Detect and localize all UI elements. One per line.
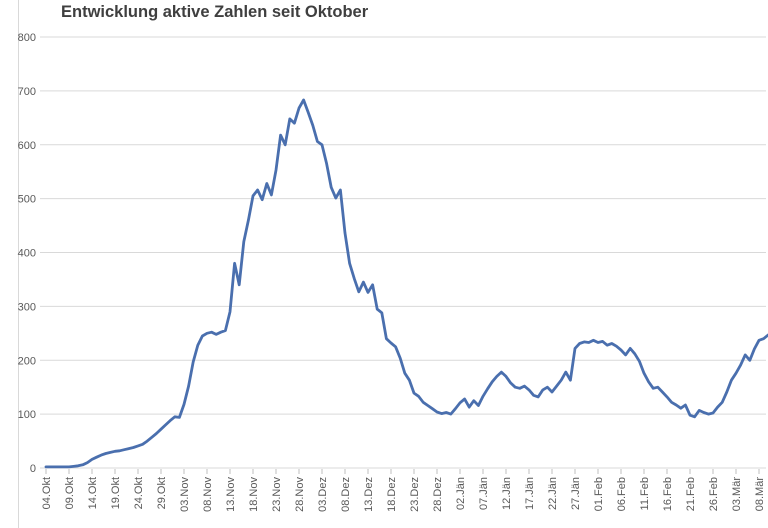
data-line-active-numbers [44,98,768,469]
x-tick-label: 29.Okt [156,477,168,509]
x-tick-label: 12.Jän [501,477,513,510]
x-tick-label: 23.Dez [409,477,421,512]
x-tick-label: 22.Jän [547,477,559,510]
x-tick-label: 02.Jän [455,477,467,510]
x-tick-label: 08.Mär [754,477,766,512]
x-tick-label: 03.Mär [731,477,743,512]
y-tick-label: 100 [18,409,36,421]
x-axis-ticks [45,469,760,474]
x-tick-label: 24.Okt [133,477,145,509]
x-tick-label: 28.Dez [432,477,444,512]
y-axis-labels: 0 100 200 300 400 500 600 700 800 [18,32,36,475]
x-tick-label: 03.Dez [317,477,329,512]
x-axis-labels: 04.Okt 09.Okt 14.Okt 19.Okt 24.Okt 29.Okt 03.N… [41,477,766,512]
x-tick-label: 08.Dez [340,477,352,512]
x-tick-label: 01.Feb [593,477,605,511]
x-tick-label: 18.Dez [386,477,398,512]
y-tick-label: 500 [18,194,36,206]
x-tick-label: 17.Jän [524,477,536,510]
x-tick-label: 21.Feb [685,477,697,511]
x-tick-label: 26.Feb [708,477,720,511]
x-tick-label: 08.Nov [202,477,214,512]
x-tick-label: 07.Jän [478,477,490,510]
x-tick-label: 18.Nov [248,477,260,512]
x-tick-label: 11.Feb [639,477,651,510]
x-tick-label: 13.Nov [225,477,237,512]
y-tick-label: 600 [18,140,36,152]
x-tick-label: 03.Nov [179,477,191,512]
y-tick-label: 300 [18,301,36,313]
y-tick-label: 200 [18,355,36,367]
x-tick-label: 16.Feb [662,477,674,511]
x-tick-label: 06.Feb [616,477,628,511]
x-tick-label: 28.Nov [294,477,306,512]
x-tick-label: 19.Okt [110,477,122,509]
x-tick-label: 09.Okt [64,477,76,509]
chart-title: Entwicklung aktive Zahlen seit Oktober [61,3,369,21]
y-tick-label: 400 [18,248,36,260]
x-tick-label: 13.Dez [363,477,375,512]
y-tick-label: 800 [18,32,36,44]
x-tick-label: 14.Okt [87,477,99,509]
y-tick-label: 700 [18,86,36,98]
x-tick-label: 23.Nov [271,477,283,512]
chart-left-border [18,0,19,528]
x-tick-label: 27.Jän [570,477,582,510]
x-tick-label: 04.Okt [41,477,53,509]
y-tick-label: 0 [30,463,36,475]
plot-gridlines [40,36,766,469]
